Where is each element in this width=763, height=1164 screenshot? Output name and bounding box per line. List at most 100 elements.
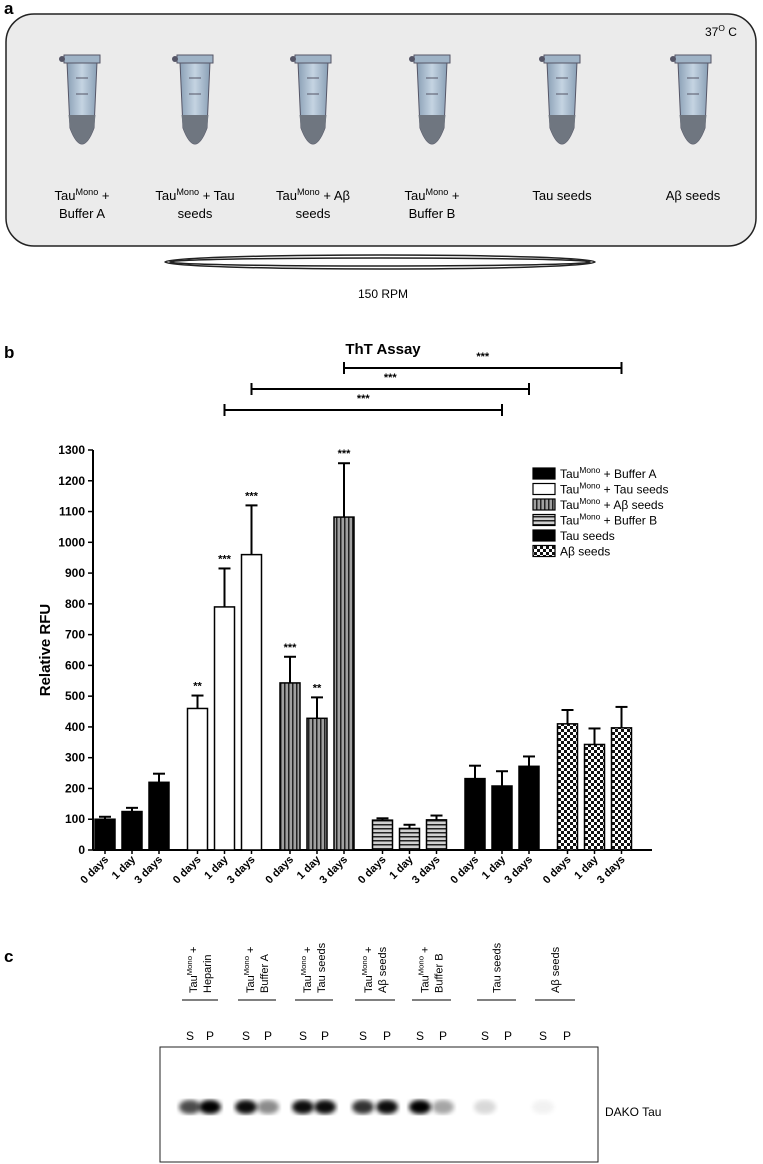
temperature-main: 37 bbox=[705, 25, 719, 39]
y-tick-label: 200 bbox=[65, 781, 85, 795]
y-tick-label: 1200 bbox=[58, 474, 85, 488]
tube-label: Buffer A bbox=[59, 206, 105, 221]
lane-label-sup: Mono bbox=[185, 956, 194, 975]
significance: ** bbox=[313, 682, 322, 694]
y-tick-label: 1300 bbox=[58, 443, 85, 457]
tube-label-rest: + bbox=[448, 188, 459, 203]
lane-label: Aβ seeds bbox=[377, 946, 389, 993]
legend-label-sup: Mono bbox=[579, 481, 600, 491]
lane-label: Aβ seeds bbox=[550, 946, 562, 993]
y-tick-label: 600 bbox=[65, 658, 85, 672]
tube bbox=[290, 54, 332, 145]
tube-liquid bbox=[418, 115, 446, 144]
x-tick-label: 0 days bbox=[541, 854, 574, 887]
lane-label-main: Tau seeds bbox=[316, 942, 328, 993]
x-tick-label: 0 days bbox=[171, 854, 204, 887]
band bbox=[432, 1100, 454, 1114]
comparison-label: *** bbox=[476, 351, 490, 363]
y-tick-label: 1100 bbox=[59, 505, 85, 519]
tube-liquid bbox=[68, 115, 96, 144]
x-tick-label: 3 days bbox=[410, 854, 443, 887]
tube-label: TauMono + bbox=[405, 187, 460, 203]
lane-label-sup: Mono bbox=[417, 956, 426, 975]
tube-liquid bbox=[548, 115, 576, 144]
lane-label-rest: + bbox=[188, 947, 200, 956]
lane-label-main: Aβ seeds bbox=[377, 946, 389, 993]
lane-label-main: Tau bbox=[188, 975, 200, 993]
antibody-label: DAKO Tau bbox=[605, 1105, 661, 1119]
y-tick-label: 0 bbox=[78, 843, 85, 857]
fraction-label: P bbox=[264, 1029, 272, 1043]
x-tick-label: 3 days bbox=[595, 854, 628, 887]
fraction-label: P bbox=[321, 1029, 329, 1043]
lane-label-sup: Mono bbox=[299, 956, 308, 975]
bar bbox=[398, 827, 421, 851]
tube-label-main: seeds bbox=[178, 206, 213, 221]
tube-liquid bbox=[679, 115, 707, 144]
lane-label-main: Aβ seeds bbox=[550, 946, 562, 993]
panel-label: a bbox=[4, 0, 14, 18]
band bbox=[199, 1100, 221, 1114]
lane-label: TauMono + bbox=[242, 947, 257, 993]
tube-liquid bbox=[181, 115, 209, 144]
tube-label: Aβ seeds bbox=[666, 188, 721, 203]
lane-label-main: Tau bbox=[420, 975, 432, 993]
fraction-label: S bbox=[299, 1029, 307, 1043]
fraction-label: S bbox=[481, 1029, 489, 1043]
tube-label: seeds bbox=[178, 206, 213, 221]
x-tick-label: 3 days bbox=[317, 854, 350, 887]
panel-label: b bbox=[4, 343, 14, 362]
lane-label-main: Tau bbox=[302, 975, 314, 993]
tube-label-main: Tau bbox=[55, 188, 76, 203]
tube-label-main: Buffer A bbox=[59, 206, 105, 221]
tube-label-main: Tau bbox=[155, 188, 176, 203]
legend-swatch bbox=[532, 513, 556, 527]
bar bbox=[371, 819, 394, 851]
tube-label-main: seeds bbox=[296, 206, 331, 221]
legend-label-rest: + Aβ seeds bbox=[600, 498, 663, 512]
tube bbox=[59, 54, 101, 145]
bar bbox=[333, 516, 355, 851]
tube-hinge bbox=[172, 56, 178, 62]
band bbox=[474, 1100, 496, 1114]
tube-cap bbox=[294, 54, 332, 64]
legend-label: TauMono + Tau seeds bbox=[560, 481, 668, 497]
temperature-rest: C bbox=[725, 25, 737, 39]
band bbox=[235, 1100, 257, 1114]
fraction-label: P bbox=[383, 1029, 391, 1043]
legend-label-rest: + Buffer B bbox=[600, 514, 657, 528]
bar bbox=[556, 723, 579, 851]
significance: *** bbox=[284, 642, 298, 654]
speed-label: 150 RPM bbox=[358, 287, 408, 301]
lane-label: Tau seeds bbox=[316, 942, 328, 993]
tube-label-main: Tau seeds bbox=[532, 188, 592, 203]
tube-label-sup: Mono bbox=[176, 187, 199, 197]
y-tick-label: 500 bbox=[65, 689, 85, 703]
lane-label-main: Buffer A bbox=[259, 953, 271, 993]
y-tick-label: 700 bbox=[65, 628, 85, 642]
bar bbox=[213, 606, 236, 851]
fraction-label: S bbox=[539, 1029, 547, 1043]
incubator bbox=[5, 13, 757, 247]
legend-label-sup: Mono bbox=[579, 496, 600, 506]
legend-label-sup: Mono bbox=[579, 465, 600, 475]
tube-label-main: Aβ seeds bbox=[666, 188, 721, 203]
tube-cap bbox=[413, 54, 451, 64]
significance: *** bbox=[338, 448, 352, 460]
fraction-label: P bbox=[504, 1029, 512, 1043]
tube-label-rest: + Aβ bbox=[320, 188, 350, 203]
legend-label-main: Tau bbox=[560, 514, 579, 528]
legend-label: TauMono + Aβ seeds bbox=[560, 496, 664, 512]
tube-liquid bbox=[299, 115, 327, 144]
legend-label: Aβ seeds bbox=[560, 545, 610, 559]
legend-label: TauMono + Buffer A bbox=[560, 465, 656, 481]
lane-label-main: Tau seeds bbox=[492, 942, 504, 993]
lane-label: Buffer B bbox=[434, 953, 446, 993]
tube-label: TauMono + Aβ bbox=[276, 187, 350, 203]
tube bbox=[172, 54, 214, 145]
lane-label: Buffer A bbox=[259, 953, 271, 993]
y-axis-label: Relative RFU bbox=[37, 604, 54, 697]
bar bbox=[121, 810, 143, 851]
lane-label: TauMono + bbox=[360, 947, 375, 993]
